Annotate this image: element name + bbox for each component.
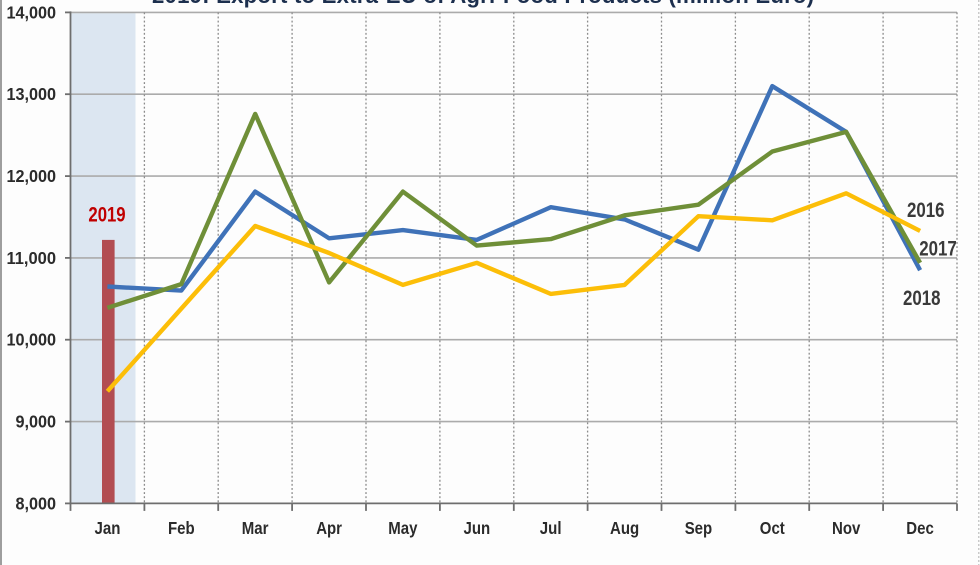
- svg-text:12,000: 12,000: [7, 166, 57, 186]
- svg-text:2017: 2017: [919, 237, 957, 260]
- svg-text:Feb: Feb: [168, 518, 195, 538]
- svg-text:2018: 2018: [903, 287, 941, 310]
- svg-text:Jun: Jun: [464, 518, 491, 538]
- svg-text:Jan: Jan: [95, 518, 121, 538]
- svg-text:Apr: Apr: [316, 518, 342, 538]
- svg-text:13,000: 13,000: [7, 84, 57, 104]
- svg-text:8,000: 8,000: [16, 493, 57, 513]
- svg-text:Nov: Nov: [832, 518, 861, 538]
- svg-text:Jul: Jul: [540, 518, 562, 538]
- svg-text:Sep: Sep: [685, 518, 713, 538]
- svg-text:11,000: 11,000: [7, 248, 57, 268]
- svg-text:14,000: 14,000: [7, 2, 57, 22]
- svg-text:2019: 2019: [88, 204, 125, 227]
- svg-text:2016: 2016: [907, 199, 945, 222]
- svg-text:May: May: [388, 518, 417, 538]
- svg-text:Oct: Oct: [760, 518, 785, 538]
- svg-text:Aug: Aug: [610, 518, 639, 538]
- svg-text:10,000: 10,000: [7, 330, 57, 350]
- svg-text:9,000: 9,000: [16, 412, 57, 432]
- svg-text:Mar: Mar: [242, 518, 269, 538]
- svg-text:Dec: Dec: [906, 518, 934, 538]
